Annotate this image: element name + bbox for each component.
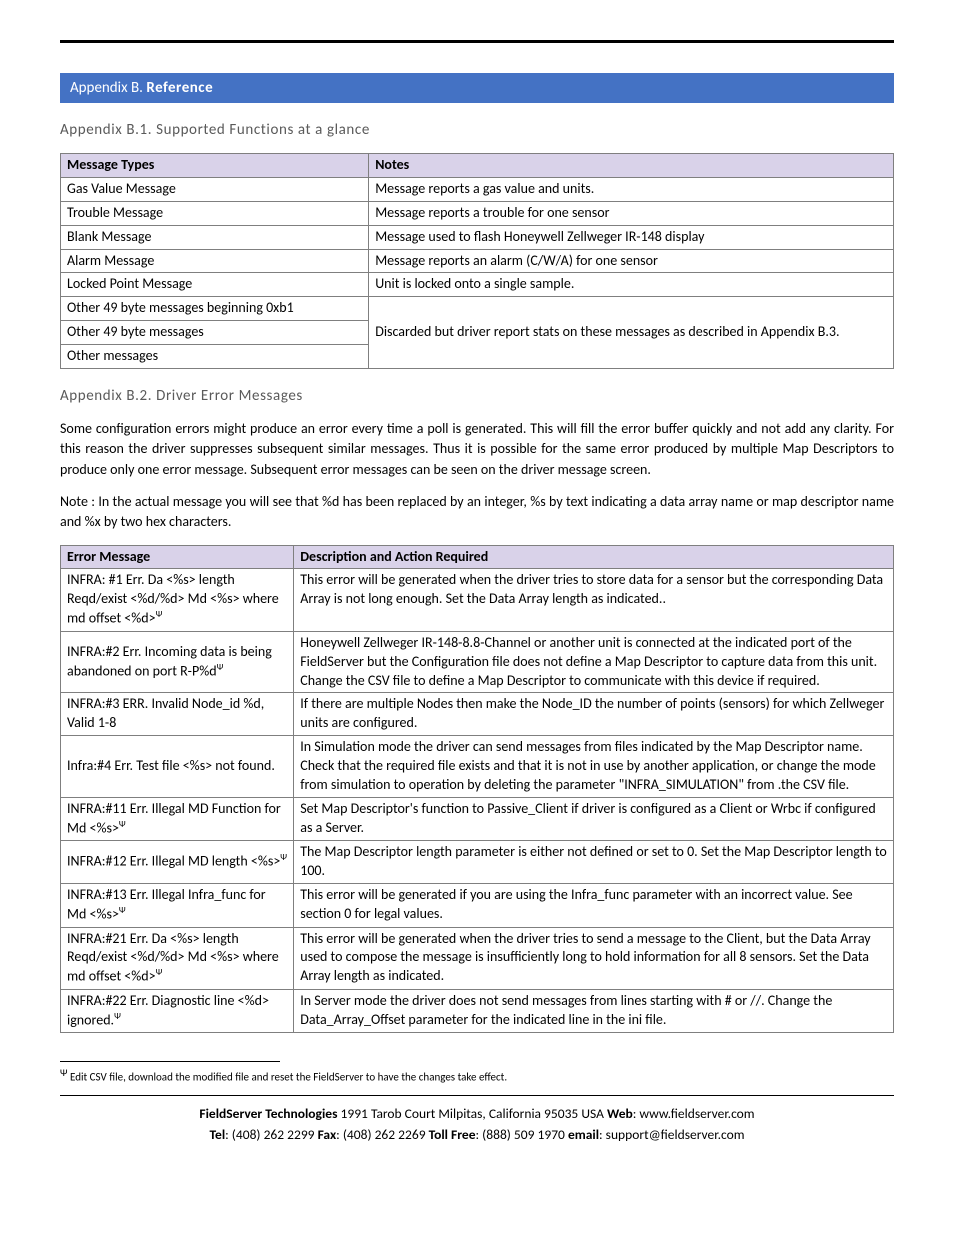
cell-note: Message reports an alarm (C/W/A) for one… — [369, 249, 894, 273]
footnote-text: Edit CSV file, download the modified fil… — [68, 1071, 508, 1084]
table-row: INFRA:#13 Err. Illegal Infra_func for Md… — [61, 884, 894, 927]
footer-fax-label: Fax — [318, 1126, 337, 1143]
footer-email: : support@fieldserver.com — [599, 1126, 744, 1143]
supported-functions-table: Message Types Notes Gas Value MessageMes… — [60, 153, 894, 369]
psi-footnote-ref: Ψ — [217, 662, 224, 673]
footer-web-label: Web — [607, 1105, 633, 1122]
cell-description: If there are multiple Nodes then make th… — [294, 693, 894, 736]
table-row: Blank MessageMessage used to flash Honey… — [61, 225, 894, 249]
table-row: Gas Value MessageMessage reports a gas v… — [61, 177, 894, 201]
cell-note: Unit is locked onto a single sample. — [369, 273, 894, 297]
cell-error-message: INFRA:#3 ERR. Invalid Node_id %d, Valid … — [61, 693, 294, 736]
table-row: Locked Point MessageUnit is locked onto … — [61, 273, 894, 297]
appendix-banner: Appendix B. Reference — [60, 73, 894, 103]
cell-message-type: Other messages — [61, 345, 369, 369]
cell-description: This error will be generated if you are … — [294, 884, 894, 927]
top-rule — [60, 40, 894, 43]
psi-footnote-ref: Ψ — [156, 967, 163, 978]
table-row: INFRA:#2 Err. Incoming data is being aba… — [61, 631, 894, 693]
section-b2-heading: Appendix B.2. Driver Error Messages — [60, 387, 894, 405]
banner-prefix: Appendix B. — [70, 79, 146, 97]
footer-tel-label: Tel — [210, 1126, 226, 1143]
cell-description: Honeywell Zellweger IR-148-8.8-Channel o… — [294, 631, 894, 693]
cell-message-type: Gas Value Message — [61, 177, 369, 201]
footnote-rule — [60, 1061, 280, 1062]
page-footer: FieldServer Technologies 1991 Tarob Cour… — [60, 1102, 894, 1157]
footnote: Ψ Edit CSV file, download the modified f… — [60, 1066, 894, 1085]
table-row: INFRA: #1 Err. Da <%s> length Reqd/exist… — [61, 569, 894, 631]
cell-error-message: INFRA:#12 Err. Illegal MD length <%s>Ψ — [61, 841, 294, 884]
psi-footnote-ref: Ψ — [156, 609, 163, 620]
cell-description: Set Map Descriptor's function to Passive… — [294, 797, 894, 840]
cell-message-type: Other 49 byte messages — [61, 321, 369, 345]
psi-footnote-ref: Ψ — [119, 819, 126, 830]
body-paragraph: Note : In the actual message you will se… — [60, 492, 894, 533]
footnote-symbol: Ψ — [60, 1066, 68, 1079]
cell-description: In Server mode the driver does not send … — [294, 989, 894, 1032]
banner-title: Reference — [146, 79, 213, 97]
cell-note-merged: Discarded but driver report stats on the… — [369, 297, 894, 369]
psi-footnote-ref: Ψ — [119, 905, 126, 916]
page: Appendix B. Reference Appendix B.1. Supp… — [0, 0, 954, 1177]
cell-error-message: INFRA:#11 Err. Illegal MD Function for M… — [61, 797, 294, 840]
psi-footnote-ref: Ψ — [114, 1011, 121, 1022]
cell-message-type: Alarm Message — [61, 249, 369, 273]
cell-error-message: INFRA:#2 Err. Incoming data is being aba… — [61, 631, 294, 693]
table-row: Infra:#4 Err. Test file <%s> not found.I… — [61, 736, 894, 798]
footer-tollfree-label: Toll Free — [429, 1126, 476, 1143]
table-row: INFRA:#11 Err. Illegal MD Function for M… — [61, 797, 894, 840]
cell-message-type: Trouble Message — [61, 201, 369, 225]
bottom-rule — [60, 1095, 894, 1096]
cell-description: This error will be generated when the dr… — [294, 927, 894, 989]
cell-note: Message used to flash Honeywell Zellwege… — [369, 225, 894, 249]
table-row: INFRA:#21 Err. Da <%s> length Reqd/exist… — [61, 927, 894, 989]
cell-error-message: INFRA:#22 Err. Diagnostic line <%d> igno… — [61, 989, 294, 1032]
cell-message-type: Blank Message — [61, 225, 369, 249]
col-header: Error Message — [61, 545, 294, 569]
table-header-row: Message Types Notes — [61, 154, 894, 178]
table-row: INFRA:#3 ERR. Invalid Node_id %d, Valid … — [61, 693, 894, 736]
footer-line-2: Tel: (408) 262 2299 Fax: (408) 262 2269 … — [60, 1125, 894, 1145]
footer-web: : www.fieldserver.com — [633, 1105, 755, 1122]
cell-message-type: Locked Point Message — [61, 273, 369, 297]
cell-description: The Map Descriptor length parameter is e… — [294, 841, 894, 884]
cell-error-message: Infra:#4 Err. Test file <%s> not found. — [61, 736, 294, 798]
cell-message-type: Other 49 byte messages beginning 0xb1 — [61, 297, 369, 321]
footer-company: FieldServer Technologies — [199, 1105, 337, 1122]
col-header: Description and Action Required — [294, 545, 894, 569]
body-paragraph: Some configuration errors might produce … — [60, 419, 894, 480]
cell-error-message: INFRA:#13 Err. Illegal Infra_func for Md… — [61, 884, 294, 927]
table-row: INFRA:#22 Err. Diagnostic line <%d> igno… — [61, 989, 894, 1032]
footer-address: 1991 Tarob Court Milpitas, California 95… — [337, 1105, 607, 1122]
footer-tollfree: : (888) 509 1970 — [476, 1126, 568, 1143]
section-b1-heading: Appendix B.1. Supported Functions at a g… — [60, 121, 894, 139]
table-row: Trouble MessageMessage reports a trouble… — [61, 201, 894, 225]
table-header-row: Error Message Description and Action Req… — [61, 545, 894, 569]
footer-fax: : (408) 262 2269 — [336, 1126, 428, 1143]
table-row: Alarm MessageMessage reports an alarm (C… — [61, 249, 894, 273]
cell-note: Message reports a gas value and units. — [369, 177, 894, 201]
footer-email-label: email — [568, 1126, 599, 1143]
table-row: Other 49 byte messages beginning 0xb1Dis… — [61, 297, 894, 321]
footer-tel: : (408) 262 2299 — [225, 1126, 317, 1143]
psi-footnote-ref: Ψ — [280, 852, 287, 863]
cell-description: In Simulation mode the driver can send m… — [294, 736, 894, 798]
cell-error-message: INFRA:#21 Err. Da <%s> length Reqd/exist… — [61, 927, 294, 989]
cell-error-message: INFRA: #1 Err. Da <%s> length Reqd/exist… — [61, 569, 294, 631]
table-row: INFRA:#12 Err. Illegal MD length <%s>ΨTh… — [61, 841, 894, 884]
footer-line-1: FieldServer Technologies 1991 Tarob Cour… — [60, 1104, 894, 1124]
cell-note: Message reports a trouble for one sensor — [369, 201, 894, 225]
col-header: Message Types — [61, 154, 369, 178]
error-messages-table: Error Message Description and Action Req… — [60, 545, 894, 1034]
cell-description: This error will be generated when the dr… — [294, 569, 894, 631]
col-header: Notes — [369, 154, 894, 178]
